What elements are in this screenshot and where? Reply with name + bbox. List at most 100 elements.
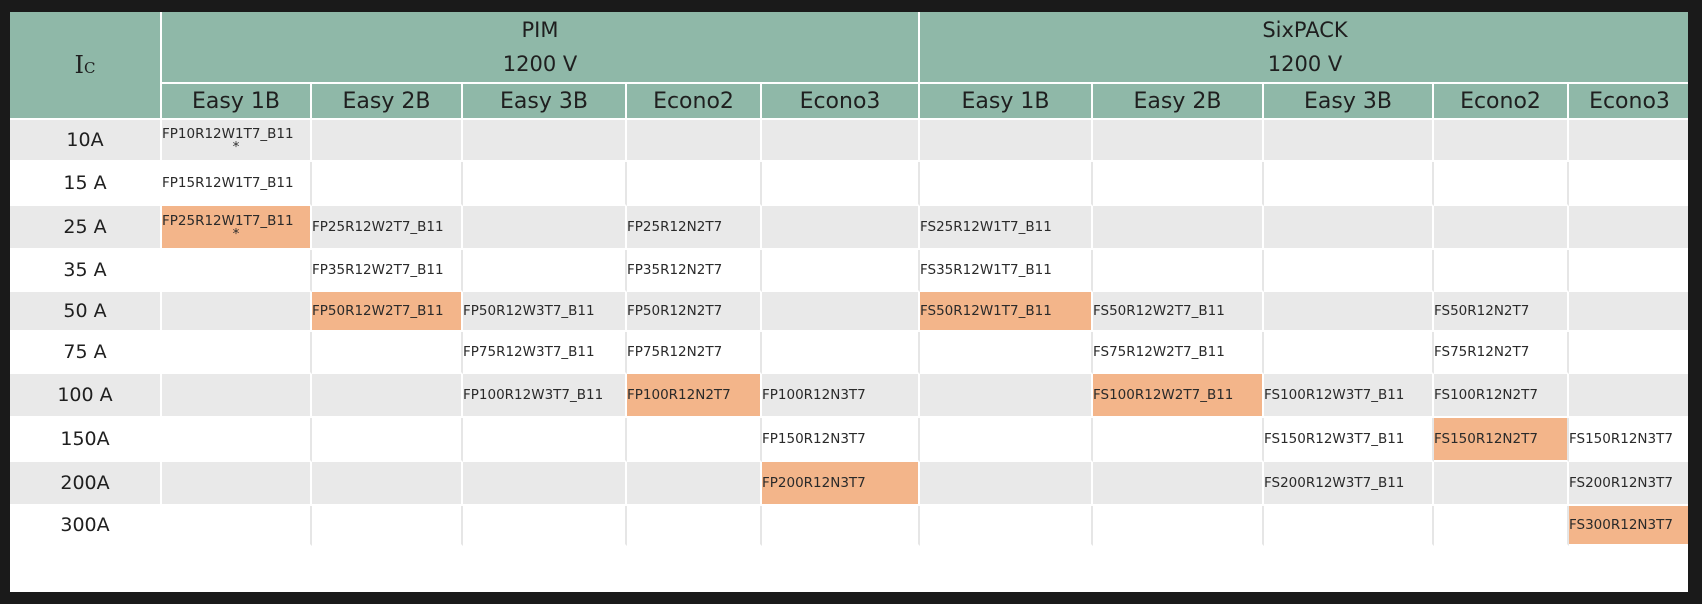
part-cell: FS150R12N3T7	[1569, 418, 1688, 462]
table-row: 300A FS300R12N3T7	[10, 506, 1688, 546]
part-cell	[762, 250, 920, 292]
column-header: Easy 1B	[162, 84, 312, 120]
column-header: Easy 2B	[312, 84, 463, 120]
part-cell: FP25R12W1T7_B11 *	[162, 206, 312, 250]
part-cell	[920, 374, 1093, 418]
part-number: FP25R12N2T7	[627, 219, 723, 235]
part-cell	[762, 506, 920, 546]
part-number: FP15R12W1T7_B11	[162, 175, 294, 191]
part-cell: FP35R12W2T7_B11	[312, 250, 463, 292]
table-row: 35 A FP35R12W2T7_B11 FP35R12N2T7 FS35R12W1T…	[10, 250, 1688, 292]
part-cell	[762, 292, 920, 332]
group-name: SixPACK	[1262, 18, 1348, 42]
part-cell	[312, 418, 463, 462]
part-cell	[463, 462, 627, 506]
part-cell: FP35R12N2T7	[627, 250, 762, 292]
part-number: FP100R12N2T7	[627, 387, 731, 403]
column-header: Easy 2B	[1093, 84, 1264, 120]
part-cell	[463, 162, 627, 206]
footnote-mark: *	[232, 225, 240, 242]
part-cell	[1569, 374, 1688, 418]
part-number: FS100R12N2T7	[1434, 387, 1538, 403]
part-number: FP100R12W3T7_B11	[463, 387, 604, 403]
column-header: Easy 3B	[1264, 84, 1434, 120]
part-cell	[312, 506, 463, 546]
part-cell	[1434, 206, 1569, 250]
part-cell	[1264, 206, 1434, 250]
part-cell: FS50R12W2T7_B11	[1093, 292, 1264, 332]
ic-value: 50 A	[10, 292, 162, 332]
part-cell: FS50R12N2T7	[1434, 292, 1569, 332]
part-cell: FS75R12W2T7_B11	[1093, 332, 1264, 374]
part-cell	[312, 462, 463, 506]
part-number: FP75R12N2T7	[627, 344, 723, 360]
part-cell	[1569, 250, 1688, 292]
part-cell: FP25R12W2T7_B11	[312, 206, 463, 250]
part-cell	[1569, 292, 1688, 332]
part-cell	[1434, 162, 1569, 206]
part-cell	[762, 332, 920, 374]
part-cell: FP200R12N3T7	[762, 462, 920, 506]
part-number: FS100R12W3T7_B11	[1264, 387, 1405, 403]
part-cell	[920, 462, 1093, 506]
part-cell	[1264, 506, 1434, 546]
part-cell: FS100R12N2T7	[1434, 374, 1569, 418]
part-number: FS25R12W1T7_B11	[920, 219, 1052, 235]
ic-value: 300A	[10, 506, 162, 546]
part-number: FS75R12N2T7	[1434, 344, 1530, 360]
part-cell	[920, 162, 1093, 206]
ic-value: 100 A	[10, 374, 162, 418]
table-row: 100 A FP100R12W3T7_B11 FP100R12N2T7 FP100R1…	[10, 374, 1688, 418]
column-header: Econo3	[762, 84, 920, 120]
part-cell: FS300R12N3T7	[1569, 506, 1688, 546]
part-cell	[1264, 120, 1434, 162]
part-cell	[312, 332, 463, 374]
part-cell: FS50R12W1T7_B11	[920, 292, 1093, 332]
part-cell	[463, 418, 627, 462]
part-cell: FS200R12N3T7	[1569, 462, 1688, 506]
part-cell: FP15R12W1T7_B11	[162, 162, 312, 206]
part-cell: FP10R12W1T7_B11 *	[162, 120, 312, 162]
part-cell: FP75R12W3T7_B11	[463, 332, 627, 374]
table-row: 25 A FP25R12W1T7_B11 * FP25R12W2T7_B11 FP25R…	[10, 206, 1688, 250]
group-voltage: 1200 V	[1267, 52, 1343, 76]
part-number: FP75R12W3T7_B11	[463, 344, 595, 360]
part-cell: FS150R12W3T7_B11	[1264, 418, 1434, 462]
table-row: 200A FP200R12N3T7 FS200R12W3T7_B11 FS200R12…	[10, 462, 1688, 506]
part-cell	[1093, 206, 1264, 250]
part-cell	[1569, 120, 1688, 162]
column-header: Econo3	[1569, 84, 1688, 120]
product-matrix-frame: IC PIM 1200 V SixPACK 1200 V Easy 1B Easy…	[10, 12, 1688, 592]
part-cell	[1434, 462, 1569, 506]
part-number: FP35R12W2T7_B11	[312, 262, 444, 278]
part-cell	[627, 162, 762, 206]
part-cell	[920, 506, 1093, 546]
part-number: FS150R12W3T7_B11	[1264, 431, 1405, 447]
part-number: FS200R12W3T7_B11	[1264, 475, 1405, 491]
part-number: FP35R12N2T7	[627, 262, 723, 278]
part-cell	[312, 374, 463, 418]
part-cell: FS200R12W3T7_B11	[1264, 462, 1434, 506]
ic-value: 200A	[10, 462, 162, 506]
part-cell	[920, 418, 1093, 462]
part-cell: FP75R12N2T7	[627, 332, 762, 374]
part-cell	[463, 120, 627, 162]
part-cell	[627, 418, 762, 462]
part-cell	[920, 332, 1093, 374]
part-number: FP25R12W2T7_B11	[312, 219, 444, 235]
part-cell	[162, 374, 312, 418]
column-header: Econo2	[627, 84, 762, 120]
part-cell	[1093, 250, 1264, 292]
part-cell	[1434, 506, 1569, 546]
part-cell: FS75R12N2T7	[1434, 332, 1569, 374]
part-cell	[1434, 120, 1569, 162]
part-cell	[162, 250, 312, 292]
part-cell: FS100R12W3T7_B11	[1264, 374, 1434, 418]
part-cell	[627, 120, 762, 162]
part-cell	[312, 162, 463, 206]
part-cell: FP25R12N2T7	[627, 206, 762, 250]
group-header-sixpack: SixPACK 1200 V	[920, 12, 1688, 84]
part-cell	[627, 506, 762, 546]
part-cell: FP100R12N3T7	[762, 374, 920, 418]
ic-value: 10A	[10, 120, 162, 162]
